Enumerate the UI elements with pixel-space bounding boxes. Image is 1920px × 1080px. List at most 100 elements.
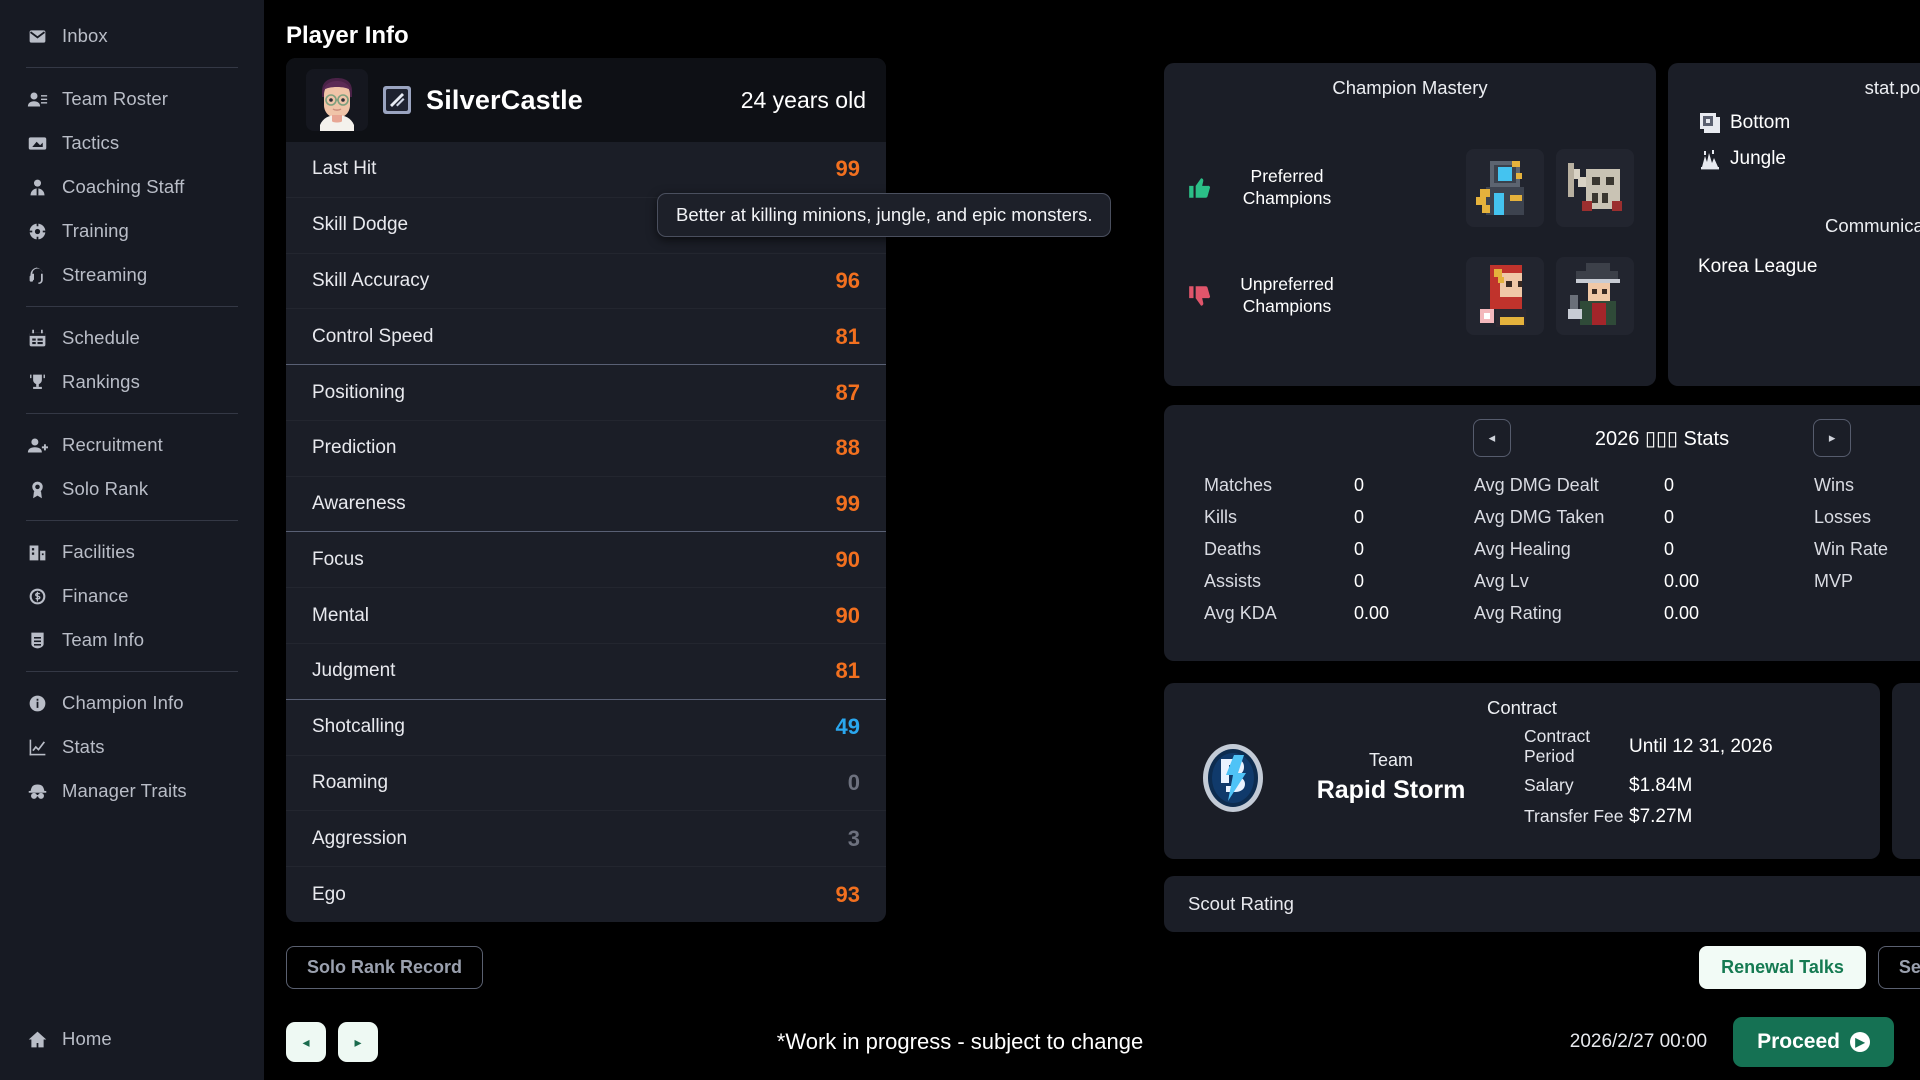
sidebar-item-label: Inbox xyxy=(62,25,108,46)
season-stat-key: Avg Healing xyxy=(1474,539,1571,559)
arrow-right-icon: ▶ xyxy=(1850,1032,1870,1052)
season-next-button[interactable]: ▸ xyxy=(1813,419,1852,457)
season-stat-value: 0 xyxy=(1354,507,1365,527)
sidebar-item-facilities[interactable]: Facilities xyxy=(0,530,264,574)
player-stat-row[interactable]: Roaming 0 xyxy=(286,754,886,811)
season-stat-value: 0 xyxy=(1354,571,1365,591)
sidebar-item-label: Manager Traits xyxy=(62,780,187,801)
player-stat-row[interactable]: Ego 93 xyxy=(286,866,886,922)
footer-next-button[interactable]: ▸ xyxy=(338,1022,378,1062)
player-stat-value: 93 xyxy=(835,881,860,907)
footer-nav-buttons: ◂ ▸ xyxy=(286,1022,378,1062)
player-stat-row[interactable]: Awareness 99 xyxy=(286,475,886,532)
player-stat-label: Last Hit xyxy=(312,158,377,180)
unpreferred-champions-row: Unpreferred Champions xyxy=(1186,257,1634,335)
sidebar-item-label: Solo Rank xyxy=(62,478,149,499)
building-icon xyxy=(26,541,48,563)
contract-panel: Contract Team Rapid Storm Con xyxy=(1164,683,1880,859)
player-header: SilverCastle 24 years old xyxy=(286,58,886,142)
sidebar-spacer xyxy=(0,813,264,1017)
player-stat-row[interactable]: Skill Accuracy 96 xyxy=(286,252,886,309)
player-stat-label: Judgment xyxy=(312,660,396,682)
sidebar-item-tactics[interactable]: Tactics xyxy=(0,121,264,165)
chart-icon xyxy=(26,736,48,758)
sidebar-item-coaching-staff[interactable]: Coaching Staff xyxy=(0,165,264,209)
sidebar-divider xyxy=(26,520,238,521)
player-stat-row[interactable]: Mental 90 xyxy=(286,587,886,643)
set-nickname-button[interactable]: Set Nickname xyxy=(1877,945,1920,989)
sidebar-item-training[interactable]: Training xyxy=(0,209,264,253)
position-row: Bottom xyxy=(1668,111,1920,135)
season-prev-button[interactable]: ◂ xyxy=(1472,419,1511,457)
solo-rank-record-button[interactable]: Solo Rank Record xyxy=(286,945,484,989)
champion-mastery-panel: Champion Mastery Preferred Champions xyxy=(1164,63,1656,386)
sidebar-item-team-info[interactable]: Team Info xyxy=(0,618,264,662)
tactics-icon xyxy=(26,132,48,154)
sidebar-item-label: Team Info xyxy=(62,629,145,650)
action-bar: Solo Rank Record Renewal Talks Set Nickn… xyxy=(286,938,1920,996)
main-content: Player Info xyxy=(264,0,1920,1080)
champion-redhair-mage[interactable] xyxy=(1466,257,1544,335)
sidebar-item-inbox[interactable]: Inbox xyxy=(0,14,264,58)
player-stat-row[interactable]: Control Speed 81 xyxy=(286,308,886,364)
player-stat-row[interactable]: Focus 90 xyxy=(286,531,886,587)
season-stat-key: MVP xyxy=(1814,571,1854,591)
player-stat-value: 99 xyxy=(835,491,860,517)
sidebar-item-home[interactable]: Home xyxy=(0,1017,264,1080)
sidebar-item-label: Streaming xyxy=(62,264,148,285)
champion-mastery-body: Preferred Champions xyxy=(1164,149,1656,335)
season-stat-key: Avg Lv xyxy=(1474,571,1529,591)
unpreferred-champion-slots xyxy=(1466,257,1634,335)
detective-icon xyxy=(26,780,48,802)
season-stat-value: 0.00 xyxy=(1664,603,1700,623)
player-stat-label: Shotcalling xyxy=(312,716,405,738)
season-stat-key: Win Rate xyxy=(1814,539,1889,559)
sidebar-item-champion-info[interactable]: Champion Info xyxy=(0,681,264,725)
player-stat-row[interactable]: Aggression 3 xyxy=(286,810,886,866)
player-stat-value: 99 xyxy=(835,156,860,182)
sidebar-item-recruitment[interactable]: Recruitment xyxy=(0,423,264,467)
sidebar-item-label: Stats xyxy=(62,736,105,757)
sidebar-item-stats[interactable]: Stats xyxy=(0,725,264,769)
sidebar-item-solo-rank[interactable]: Solo Rank xyxy=(0,467,264,511)
sidebar-item-rankings[interactable]: Rankings xyxy=(0,360,264,404)
season-stat-key: Assists xyxy=(1204,571,1262,591)
season-header: ◂ 2026 ▯▯▯ Stats ▸ xyxy=(1164,419,1920,457)
proceed-button[interactable]: Proceed ▶ xyxy=(1733,1017,1894,1067)
sidebar-item-schedule[interactable]: Schedule xyxy=(0,316,264,360)
position-panel: stat.position Bottom Jungle Communication… xyxy=(1668,63,1920,386)
player-stat-row[interactable]: Shotcalling 49 xyxy=(286,698,886,755)
player-stat-value: 88 xyxy=(835,435,860,461)
sidebar-item-label: Facilities xyxy=(62,541,135,562)
sidebar-item-streaming[interactable]: Streaming xyxy=(0,253,264,297)
player-stat-label: Positioning xyxy=(312,381,405,403)
scout-rating-panel: Scout Rating xyxy=(1164,876,1920,932)
contract-value: $7.27M xyxy=(1629,806,1693,828)
sidebar-item-label: Home xyxy=(62,1028,112,1049)
solo-rank-server: Korea Server xyxy=(1892,741,1920,769)
sidebar-item-label: Coaching Staff xyxy=(62,176,185,197)
sidebar-item-team-roster[interactable]: Team Roster xyxy=(0,77,264,121)
player-stat-row[interactable]: Last Hit 99 xyxy=(286,142,886,197)
player-stat-label: Focus xyxy=(312,548,364,570)
scout-rating-label: Scout Rating xyxy=(1188,893,1294,914)
champion-knight[interactable] xyxy=(1466,149,1544,227)
footer-prev-button[interactable]: ◂ xyxy=(286,1022,326,1062)
team-name: Rapid Storm xyxy=(1316,776,1466,805)
medal-icon xyxy=(26,478,48,500)
player-stat-row[interactable]: Prediction 88 xyxy=(286,419,886,476)
renewal-talks-button[interactable]: Renewal Talks xyxy=(1699,945,1866,989)
player-stat-label: Skill Dodge xyxy=(312,214,409,236)
champion-golem[interactable] xyxy=(1556,149,1634,227)
contract-title: Contract xyxy=(1487,697,1557,718)
player-stat-row[interactable]: Judgment 81 xyxy=(286,643,886,699)
sidebar-item-label: Schedule xyxy=(62,327,140,348)
sidebar-item-finance[interactable]: Finance xyxy=(0,574,264,618)
contract-value: $1.84M xyxy=(1629,775,1693,797)
person-add-icon xyxy=(26,434,48,456)
champion-gunslinger[interactable] xyxy=(1556,257,1634,335)
sidebar-item-manager-traits[interactable]: Manager Traits xyxy=(0,769,264,813)
player-stat-row[interactable]: Positioning 87 xyxy=(286,364,886,420)
player-stat-value: 3 xyxy=(847,825,860,851)
sidebar-item-label: Champion Info xyxy=(62,692,184,713)
